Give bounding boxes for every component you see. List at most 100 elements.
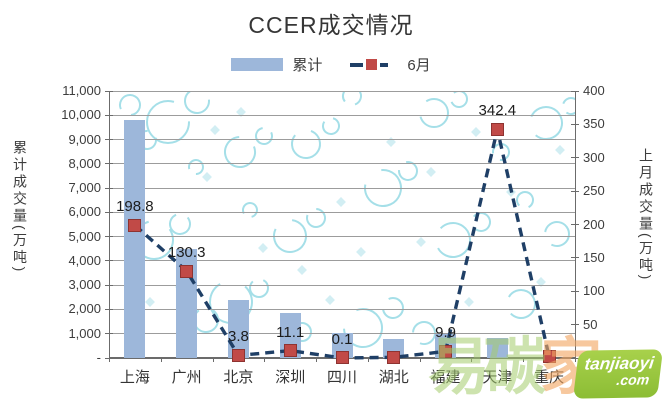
left-axis-tick-label: 11,000 [62, 83, 101, 98]
right-axis-tick-label: 100 [583, 283, 605, 299]
bubble-icon [254, 127, 273, 145]
left-axis-tick-label: 6,000 [68, 204, 101, 220]
left-axis-tick-label: 2,000 [68, 301, 101, 317]
gridline [109, 211, 575, 213]
x-axis-tick [523, 358, 525, 362]
bubble-icon [184, 91, 210, 114]
left-axis-tick-label: 3,000 [68, 277, 101, 293]
diamond-icon [325, 295, 335, 305]
june-marker [439, 344, 453, 358]
cumulative-bar [124, 120, 146, 358]
gridline [109, 236, 575, 238]
right-axis-tick-label: 50 [583, 316, 598, 332]
x-axis-tick [109, 358, 110, 362]
gridline [109, 163, 575, 165]
bubble-icon [544, 220, 570, 247]
x-axis-label: 天津 [482, 369, 513, 386]
x-axis-tick [471, 358, 473, 362]
diamond-icon [555, 145, 565, 155]
june-marker [335, 351, 349, 365]
left-axis-tick-label: 5,000 [68, 228, 101, 244]
x-axis-label: 上海 [119, 369, 150, 386]
x-axis-label: 北京 [223, 369, 254, 386]
right-axis-title: 上月成交量(万吨) [638, 148, 654, 283]
left-axis-tick-label: 4,000 [68, 252, 101, 268]
left-axis-title: 累计成交量(万吨) [12, 140, 28, 275]
gridline [109, 139, 575, 141]
left-axis-tick-label: 9,000 [68, 131, 101, 147]
june-marker [128, 218, 142, 232]
bubble-icon [492, 143, 510, 161]
june-marker [490, 122, 504, 136]
right-axis-tick-label: 200 [583, 216, 605, 232]
x-axis-tick [160, 358, 162, 362]
june-value-label: 342.4 [478, 102, 517, 120]
left-axis-tick-label: 10,000 [61, 107, 101, 123]
left-axis-tick-label: - [96, 350, 101, 365]
x-axis-tick [575, 358, 576, 362]
bubble-icon [306, 207, 327, 228]
x-axis-tick [367, 358, 369, 362]
bubble-icon [342, 91, 362, 107]
bubble-icon [434, 222, 471, 258]
right-axis-tick-label: 350 [583, 116, 605, 132]
june-marker [387, 350, 401, 364]
x-axis-label: 重庆 [534, 369, 565, 386]
diamond-icon [356, 247, 366, 257]
bubble-icon [529, 106, 563, 140]
legend-june-label: 6月 [407, 57, 431, 74]
bubble-icon [291, 129, 321, 159]
left-axis-tick-label: 8,000 [68, 155, 101, 171]
legend-item-june: 6月 [350, 54, 431, 75]
gridline [109, 90, 575, 92]
june-value-label: 130.3 [167, 244, 206, 262]
x-axis-label: 四川 [326, 369, 357, 386]
june-marker [180, 264, 194, 278]
chart-title: CCER成交情况 [248, 12, 414, 38]
legend: 累计 6月 [0, 54, 662, 75]
left-axis-tick-label: 7,000 [68, 180, 101, 196]
left-axis-tick-label: 1,000 [68, 325, 101, 341]
bubble-icon [322, 117, 340, 135]
right-axis-tick-label: 300 [583, 149, 605, 165]
x-axis-tick [212, 358, 214, 362]
diamond-icon [426, 167, 436, 177]
june-value-label: 9.9 [435, 324, 456, 342]
bubble-icon [516, 191, 534, 209]
june-value-label: 198.8 [116, 198, 154, 216]
diamond-icon [258, 243, 268, 253]
june-marker [283, 344, 297, 358]
bubble-icon [169, 213, 191, 235]
legend-item-cumulative: 累计 [231, 54, 322, 75]
diamond-icon [416, 237, 426, 247]
x-axis-label: 深圳 [275, 369, 306, 386]
right-axis-tick-label: 250 [583, 183, 605, 199]
cumulative-bar-swatch [231, 58, 284, 71]
x-axis-tick [316, 358, 318, 362]
diamond-icon [145, 297, 155, 307]
legend-cumulative-label: 累计 [292, 57, 323, 74]
right-axis-line [575, 91, 576, 358]
diamond-icon [464, 297, 474, 307]
bubble-icon [242, 202, 258, 218]
left-axis-line [109, 91, 110, 358]
june-marker [231, 348, 245, 362]
right-axis-tick-label: 400 [583, 83, 605, 98]
june-line-swatch [350, 58, 398, 71]
watermark-badge: tanjiaoyi .com [572, 349, 662, 399]
x-axis-tick [419, 358, 421, 362]
x-axis-label: 广州 [171, 369, 202, 386]
x-axis-label: 福建 [430, 369, 461, 386]
bubble-icon [562, 97, 575, 115]
june-marker [542, 350, 556, 364]
diamond-icon [202, 172, 212, 182]
june-value-label: 0.1 [331, 330, 353, 348]
bubble-icon [506, 289, 536, 319]
x-axis-label: 湖北 [378, 369, 409, 386]
bubble-icon [146, 100, 190, 144]
diamond-icon [471, 127, 481, 137]
bubble-icon [224, 136, 256, 168]
bubble-icon [249, 278, 269, 298]
cumulative-bar [486, 338, 508, 358]
